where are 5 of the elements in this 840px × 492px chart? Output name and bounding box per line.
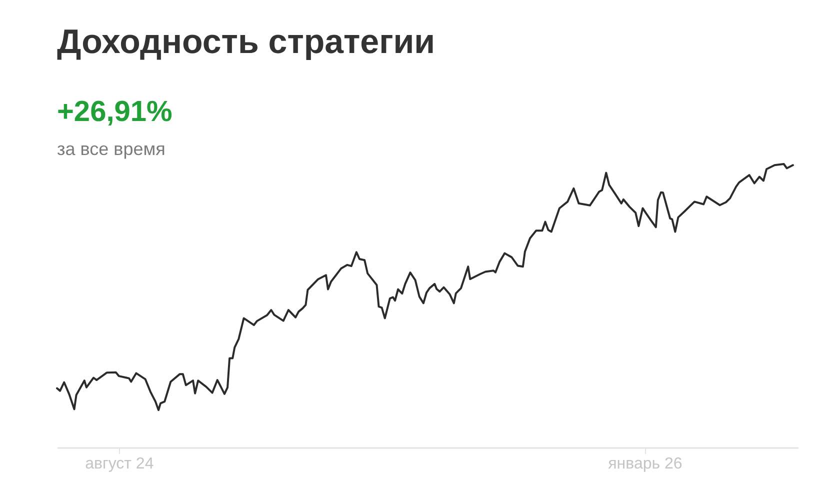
- chart-subtitle: +26,91%: [57, 96, 173, 128]
- x-tick-label: январь 26: [608, 456, 682, 472]
- x-tick-label: август 24: [85, 456, 154, 472]
- chart-title: Доходность стратегии: [57, 23, 436, 61]
- text: за все время: [57, 139, 166, 159]
